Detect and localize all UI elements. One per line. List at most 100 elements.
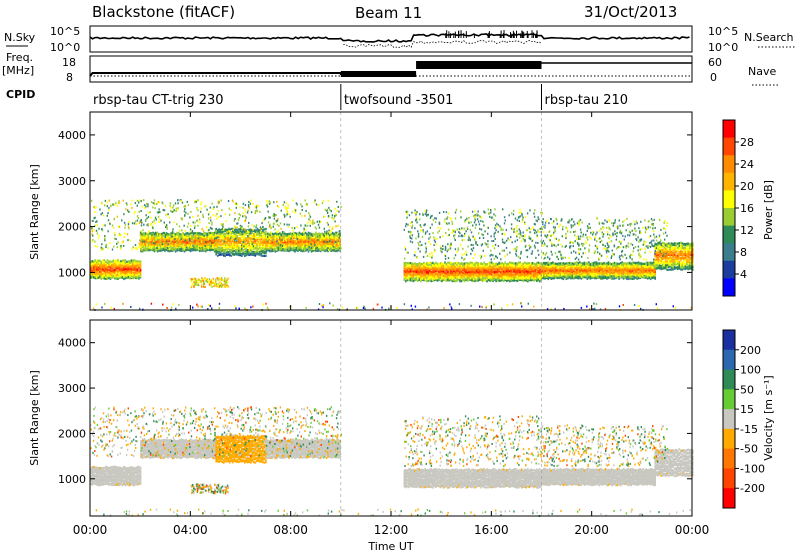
echo-pixel	[161, 246, 163, 248]
echo-pixel	[135, 260, 137, 262]
echo-pixel	[414, 262, 416, 264]
echo-pixel	[465, 262, 467, 264]
echo-pixel	[653, 264, 655, 266]
echo-pixel	[515, 270, 517, 272]
echo-pixel	[169, 242, 171, 244]
echo-pixel	[238, 228, 240, 230]
echo-pixel	[497, 275, 499, 277]
echo-pixel	[671, 245, 673, 247]
echo-pixel	[632, 264, 634, 266]
echo-pixel	[602, 269, 604, 271]
echo-pixel	[621, 264, 623, 266]
echo-pixel	[440, 277, 442, 279]
echo-pixel	[241, 231, 243, 233]
echo-pixel	[405, 262, 407, 264]
freq-tick-bottom: 8	[66, 71, 73, 84]
echo-pixel	[101, 267, 103, 269]
echo-pixel	[288, 233, 290, 235]
echo-pixel	[215, 251, 217, 253]
echo-pixel	[417, 268, 419, 270]
echo-pixel	[657, 264, 659, 266]
echo-pixel	[262, 241, 264, 243]
echo-pixel	[241, 253, 243, 255]
echo-pixel	[140, 269, 142, 271]
echo-pixel	[602, 263, 604, 265]
echo-pixel	[603, 262, 605, 264]
echo-pixel	[494, 277, 496, 279]
echo-pixel	[300, 240, 302, 242]
echo-pixel	[617, 274, 619, 276]
echo-pixel	[261, 238, 263, 240]
echo-pixel	[107, 262, 109, 264]
echo-pixel	[330, 235, 332, 237]
echo-pixel	[506, 280, 508, 282]
echo-pixel	[96, 260, 98, 262]
echo-pixel	[221, 245, 223, 247]
echo-pixel	[485, 275, 487, 277]
echo-pixel	[256, 237, 258, 239]
nsky-trace	[90, 30, 690, 47]
echo-pixel	[507, 275, 509, 277]
echo-pixel	[220, 244, 222, 246]
echo-pixel	[473, 276, 475, 278]
cpid-label: CPID	[6, 88, 35, 101]
echo-pixel	[657, 244, 659, 246]
echo-pixel	[414, 265, 416, 267]
echo-pixel	[432, 267, 434, 269]
echo-pixel	[572, 262, 574, 264]
echo-pixel	[96, 273, 98, 275]
echo-pixel	[575, 276, 577, 278]
echo-pixel	[609, 266, 611, 268]
echo-pixel	[668, 266, 670, 268]
echo-pixel	[618, 273, 620, 275]
echo-pixel	[267, 233, 269, 235]
echo-pixel	[431, 271, 433, 273]
echo-pixel	[566, 262, 568, 264]
echo-pixel	[548, 278, 550, 280]
echo-pixel	[443, 268, 445, 270]
echo-pixel	[447, 262, 449, 264]
echo-pixel	[584, 266, 586, 268]
echo-pixel	[422, 269, 424, 271]
echo-pixel	[561, 277, 563, 279]
echo-pixel	[175, 247, 177, 249]
echo-pixel	[461, 273, 463, 275]
echo-pixel	[120, 266, 122, 268]
echo-pixel	[450, 279, 452, 281]
echo-pixel	[618, 271, 620, 273]
echo-pixel	[312, 242, 314, 244]
echo-pixel	[220, 250, 222, 252]
echo-pixel	[327, 237, 329, 239]
echo-pixel	[163, 239, 165, 241]
echo-pixel	[315, 234, 317, 236]
echo-pixel	[404, 279, 406, 281]
echo-pixel	[516, 270, 518, 272]
echo-pixel	[456, 266, 458, 268]
echo-pixel	[657, 260, 659, 262]
echo-pixel	[522, 268, 524, 270]
echo-pixel	[99, 260, 101, 262]
echo-pixel	[656, 254, 658, 256]
echo-pixel	[653, 273, 655, 275]
echo-pixel	[662, 261, 664, 263]
echo-pixel	[674, 250, 676, 252]
echo-pixel	[429, 276, 431, 278]
echo-pixel	[668, 245, 670, 247]
echo-pixel	[228, 237, 230, 239]
echo-pixel	[539, 277, 541, 279]
echo-pixel	[668, 269, 670, 271]
echo-pixel	[129, 277, 131, 279]
echo-pixel	[407, 262, 409, 264]
echo-pixel	[246, 229, 248, 231]
echo-pixel	[548, 262, 550, 264]
echo-pixel	[137, 272, 139, 274]
echo-pixel	[93, 266, 95, 268]
echo-pixel	[513, 273, 515, 275]
cpid-name: rbsp-tau CT-trig 230	[93, 93, 224, 108]
echo-pixel	[217, 229, 219, 231]
echo-pixel	[486, 280, 488, 282]
echo-pixel	[674, 266, 676, 268]
echo-pixel	[428, 275, 430, 277]
echo-pixel	[455, 266, 457, 268]
echo-pixel	[96, 275, 98, 277]
